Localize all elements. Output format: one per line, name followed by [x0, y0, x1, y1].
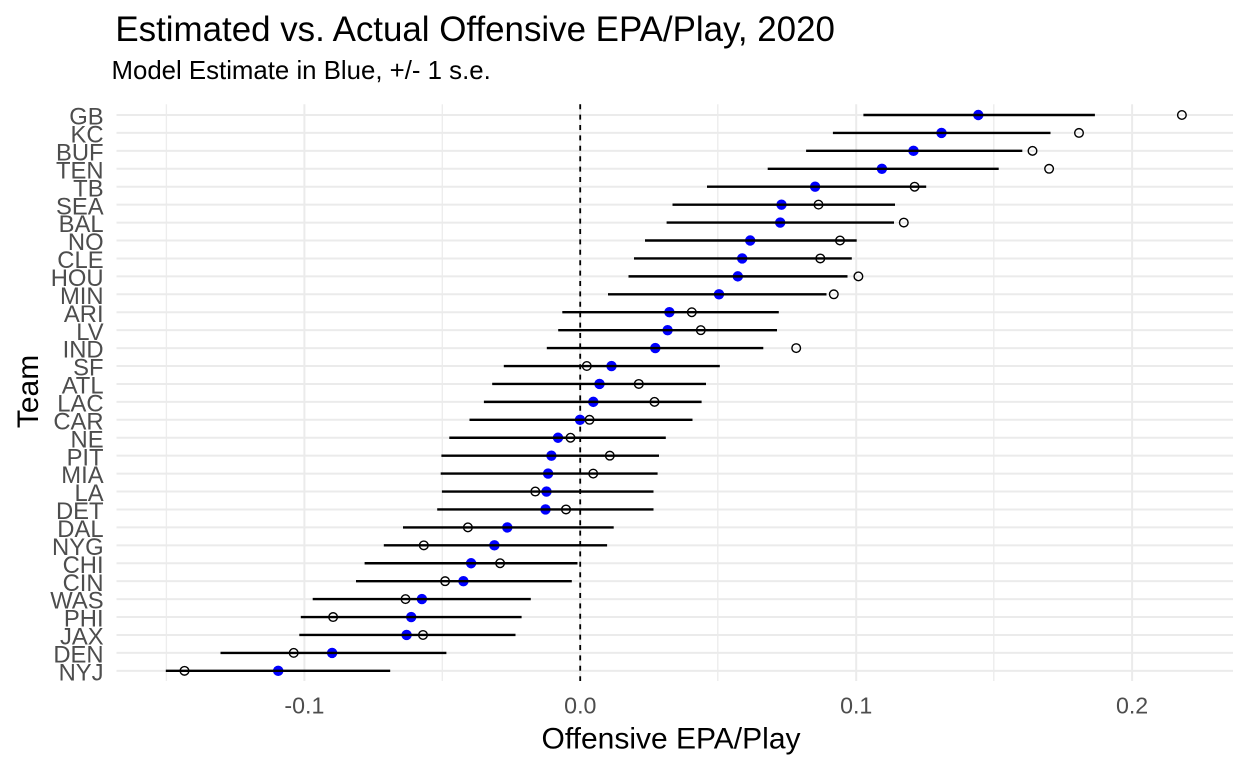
svg-text:DET: DET: [56, 498, 104, 525]
svg-text:KC: KC: [71, 122, 104, 149]
svg-text:WAS: WAS: [50, 588, 103, 615]
svg-text:Team: Team: [12, 355, 45, 428]
svg-text:LAC: LAC: [57, 390, 103, 417]
svg-text:LV: LV: [76, 319, 103, 346]
svg-text:Estimated vs. Actual Offensive: Estimated vs. Actual Offensive EPA/Play,…: [115, 10, 835, 49]
svg-text:LA: LA: [74, 480, 103, 507]
svg-text:SF: SF: [73, 355, 103, 382]
svg-text:PIT: PIT: [67, 444, 104, 471]
svg-text:BAL: BAL: [59, 211, 104, 238]
svg-text:NE: NE: [71, 426, 104, 453]
svg-text:DAL: DAL: [57, 516, 103, 543]
svg-text:CIN: CIN: [63, 570, 104, 597]
svg-text:-0.1: -0.1: [284, 693, 324, 719]
svg-text:CAR: CAR: [53, 408, 103, 435]
svg-text:NO: NO: [68, 229, 104, 256]
svg-text:JAX: JAX: [60, 624, 104, 651]
svg-text:TEN: TEN: [56, 157, 104, 184]
svg-text:TB: TB: [73, 175, 103, 202]
svg-text:0.0: 0.0: [564, 693, 596, 719]
svg-text:MIN: MIN: [60, 283, 104, 310]
svg-text:NYJ: NYJ: [59, 659, 104, 686]
svg-text:IND: IND: [63, 337, 104, 364]
svg-text:BUF: BUF: [56, 139, 104, 166]
svg-text:CLE: CLE: [57, 247, 103, 274]
svg-text:DEN: DEN: [53, 642, 103, 669]
svg-text:Model Estimate in Blue, +/- 1: Model Estimate in Blue, +/- 1 s.e.: [112, 57, 491, 85]
svg-text:SEA: SEA: [56, 193, 104, 220]
svg-text:ATL: ATL: [62, 373, 104, 400]
svg-text:GB: GB: [69, 104, 103, 131]
svg-text:MIA: MIA: [61, 462, 103, 489]
svg-text:ARI: ARI: [64, 301, 104, 328]
svg-text:Offensive EPA/Play: Offensive EPA/Play: [541, 723, 800, 756]
svg-text:HOU: HOU: [51, 265, 104, 292]
svg-text:0.1: 0.1: [840, 693, 872, 719]
svg-text:CHI: CHI: [63, 552, 104, 579]
svg-text:PHI: PHI: [64, 606, 104, 633]
svg-text:0.2: 0.2: [1116, 693, 1148, 719]
svg-text:NYG: NYG: [52, 534, 104, 561]
